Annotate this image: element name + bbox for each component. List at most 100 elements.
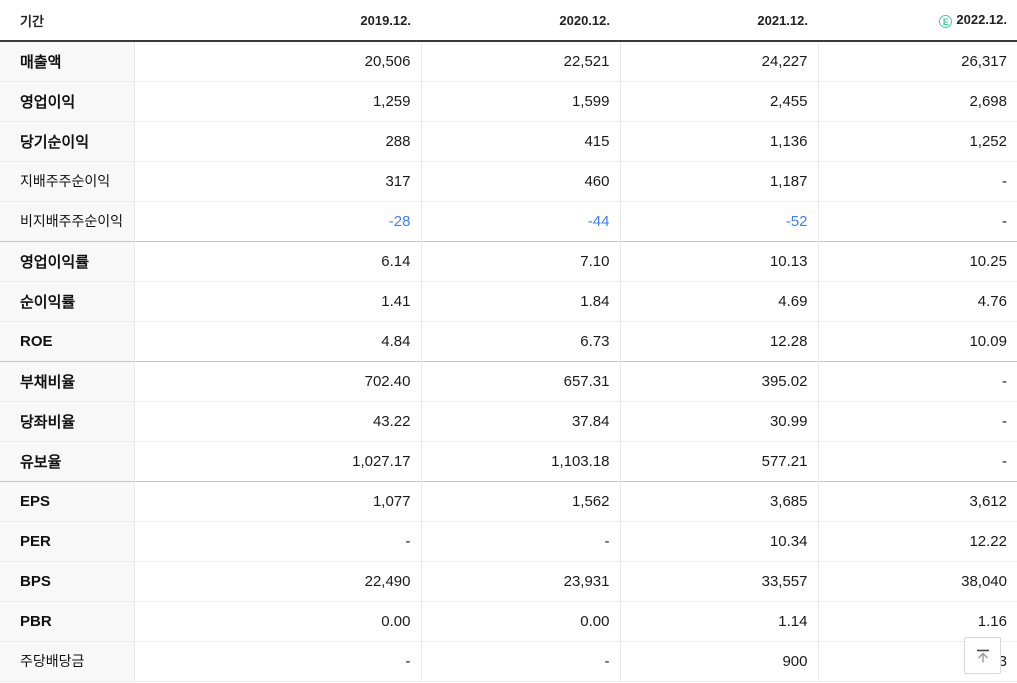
- cell-value: 900: [619, 641, 818, 681]
- cell-value: 1,077: [372, 492, 411, 510]
- cell-value: 1,136: [619, 121, 818, 161]
- row-label: 순이익률: [0, 281, 135, 321]
- table-row: 순이익률 1.41 1.84 4.69 4.76: [0, 281, 1017, 321]
- cell-value: 460: [420, 161, 620, 201]
- cell-value: -28: [388, 212, 411, 230]
- year-column-header: E 2022.12.: [818, 0, 1017, 41]
- cell-value: 1,027.17: [352, 452, 411, 470]
- cell-value: 22,521: [420, 41, 620, 81]
- row-label: 비지배주주순이익: [0, 201, 135, 241]
- row-label: 당좌비율: [0, 401, 135, 441]
- cell-value: 12.22: [817, 521, 1017, 561]
- cell-value: -: [817, 441, 1017, 481]
- table-row: 유보율 1,027.17 1,103.18 577.21-: [0, 441, 1017, 481]
- table-row: 영업이익률 6.14 7.10 10.13 10.25: [0, 241, 1017, 281]
- table-row: 부채비율 702.40 657.31 395.02-: [0, 361, 1017, 401]
- cell-value: 702.40: [364, 372, 411, 390]
- cell-value: 6.14: [381, 252, 411, 270]
- cell-value: 2,455: [619, 81, 818, 121]
- cell-value: 317: [385, 172, 411, 190]
- cell-value: 30.99: [619, 401, 818, 441]
- table-row: 당좌비율 43.22 37.84 30.99-: [0, 401, 1017, 441]
- cell-value: 1,187: [619, 161, 818, 201]
- row-label: BPS: [0, 561, 135, 601]
- cell-value: 22,490: [364, 572, 411, 590]
- cell-value: 1.14: [619, 601, 818, 641]
- row-label: 유보율: [0, 441, 135, 481]
- cell-value: 1,599: [420, 81, 620, 121]
- row-label: 영업이익: [0, 81, 135, 121]
- cell-value: 4.76: [817, 281, 1017, 321]
- scroll-to-top-button[interactable]: [964, 637, 1001, 674]
- cell-value: -: [420, 521, 620, 561]
- period-column-header: 기간: [20, 13, 44, 29]
- row-label: PBR: [0, 601, 135, 641]
- cell-value: 24,227: [619, 41, 818, 81]
- cell-value: 1,103.18: [420, 441, 620, 481]
- cell-value: 33,557: [619, 561, 818, 601]
- year-column-header: 2020.12.: [421, 0, 620, 41]
- row-label: 매출액: [0, 41, 135, 81]
- cell-value: 1,562: [420, 481, 620, 521]
- cell-value: 38,040: [817, 561, 1017, 601]
- cell-value: -44: [420, 201, 620, 241]
- cell-value: 7.10: [420, 241, 620, 281]
- cell-value: 415: [420, 121, 620, 161]
- row-label: ROE: [0, 321, 135, 361]
- row-label: PER: [0, 521, 135, 561]
- cell-value: 288: [385, 132, 411, 150]
- cell-value: 12.28: [619, 321, 818, 361]
- table-row: 당기순이익 288 415 1,136 1,252: [0, 121, 1017, 161]
- cell-value: 1.16: [817, 601, 1017, 641]
- cell-value: 10.13: [619, 241, 818, 281]
- cell-value: 395.02: [619, 361, 818, 401]
- cell-value: 10.09: [817, 321, 1017, 361]
- table-row: BPS 22,490 23,931 33,557 38,040: [0, 561, 1017, 601]
- cell-value: 0.00: [381, 612, 411, 630]
- cell-value: -: [817, 361, 1017, 401]
- cell-value: -: [817, 201, 1017, 241]
- year-column-header: 2019.12.: [134, 0, 421, 41]
- cell-value: -52: [619, 201, 818, 241]
- cell-value: -: [817, 161, 1017, 201]
- table-row: PER - -10.34 12.22: [0, 521, 1017, 561]
- estimate-icon: E: [939, 15, 953, 28]
- cell-value: 3,685: [619, 481, 818, 521]
- cell-value: 1.41: [381, 292, 411, 310]
- arrow-up-to-top-icon: [974, 647, 992, 665]
- row-label: 부채비율: [0, 361, 135, 401]
- cell-value: -: [405, 532, 411, 550]
- cell-value: 657.31: [420, 361, 620, 401]
- cell-value: -: [405, 652, 411, 670]
- table-row: 비지배주주순이익 -28 -44 -52-: [0, 201, 1017, 241]
- cell-value: 43.22: [372, 412, 411, 430]
- cell-value: -: [817, 401, 1017, 441]
- table-row: EPS 1,077 1,562 3,685 3,612: [0, 481, 1017, 521]
- cell-value: 26,317: [817, 41, 1017, 81]
- table-row: ROE 4.84 6.73 12.28 10.09: [0, 321, 1017, 361]
- table-row: PBR 0.00 0.00 1.14 1.16: [0, 601, 1017, 641]
- year-column-label: 2020.12.: [559, 12, 610, 28]
- row-label: 영업이익률: [0, 241, 135, 281]
- year-column-header: 2021.12.: [620, 0, 818, 41]
- cell-value: 1,252: [817, 121, 1017, 161]
- cell-value: 2,698: [817, 81, 1017, 121]
- table-row: 영업이익 1,259 1,599 2,455 2,698: [0, 81, 1017, 121]
- table-header: 기간 2019.12. 2020.12. 2021.12. E 2022.12.: [0, 0, 1017, 41]
- table-row: 매출액 20,506 22,521 24,227 26,317: [0, 41, 1017, 81]
- cell-value: 4.84: [381, 332, 411, 350]
- row-label: 당기순이익: [0, 121, 135, 161]
- cell-value: 0.00: [420, 601, 620, 641]
- cell-value: 3,612: [817, 481, 1017, 521]
- cell-value: 23,931: [420, 561, 620, 601]
- cell-value: 1.84: [420, 281, 620, 321]
- cell-value: 10.25: [817, 241, 1017, 281]
- year-column-label: 2022.12.: [956, 12, 1007, 27]
- cell-value: 577.21: [619, 441, 818, 481]
- cell-value: 37.84: [420, 401, 620, 441]
- cell-value: 6.73: [420, 321, 620, 361]
- cell-value: 10.34: [619, 521, 818, 561]
- year-column-label: 2021.12.: [757, 12, 808, 28]
- cell-value: 4.69: [619, 281, 818, 321]
